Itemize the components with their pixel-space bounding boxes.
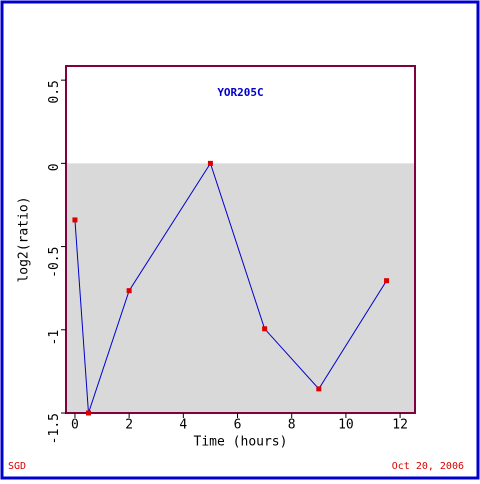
x-axis-label: Time (hours): [194, 435, 288, 450]
x-tick-label: 2: [125, 418, 133, 433]
data-point: [126, 288, 132, 294]
footer-left: SGD: [8, 461, 26, 472]
data-point: [85, 410, 91, 416]
data-point: [72, 217, 78, 223]
y-axis-label: log2(ratio): [17, 196, 32, 282]
y-tick-label: -1.5: [47, 413, 62, 444]
footer-right: Oct 20, 2006: [392, 461, 464, 472]
data-point: [384, 278, 390, 284]
x-tick-label: 0: [71, 418, 79, 433]
y-tick-label: 0.5: [47, 80, 62, 103]
x-tick-label: 8: [288, 418, 296, 433]
data-point: [316, 386, 322, 392]
y-tick-label: -0.5: [47, 247, 62, 278]
chart-title: YOR205C: [217, 86, 263, 99]
x-tick-label: 4: [179, 418, 187, 433]
y-tick-label: -1: [47, 330, 62, 346]
data-point: [207, 160, 213, 166]
y-tick-label: 0: [47, 163, 62, 171]
shaded-region: [66, 163, 415, 413]
x-tick-label: 12: [392, 418, 408, 433]
x-tick-label: 6: [234, 418, 242, 433]
x-tick-label: 10: [338, 418, 354, 433]
plot-frame: [65, 65, 416, 414]
data-point: [262, 326, 268, 332]
